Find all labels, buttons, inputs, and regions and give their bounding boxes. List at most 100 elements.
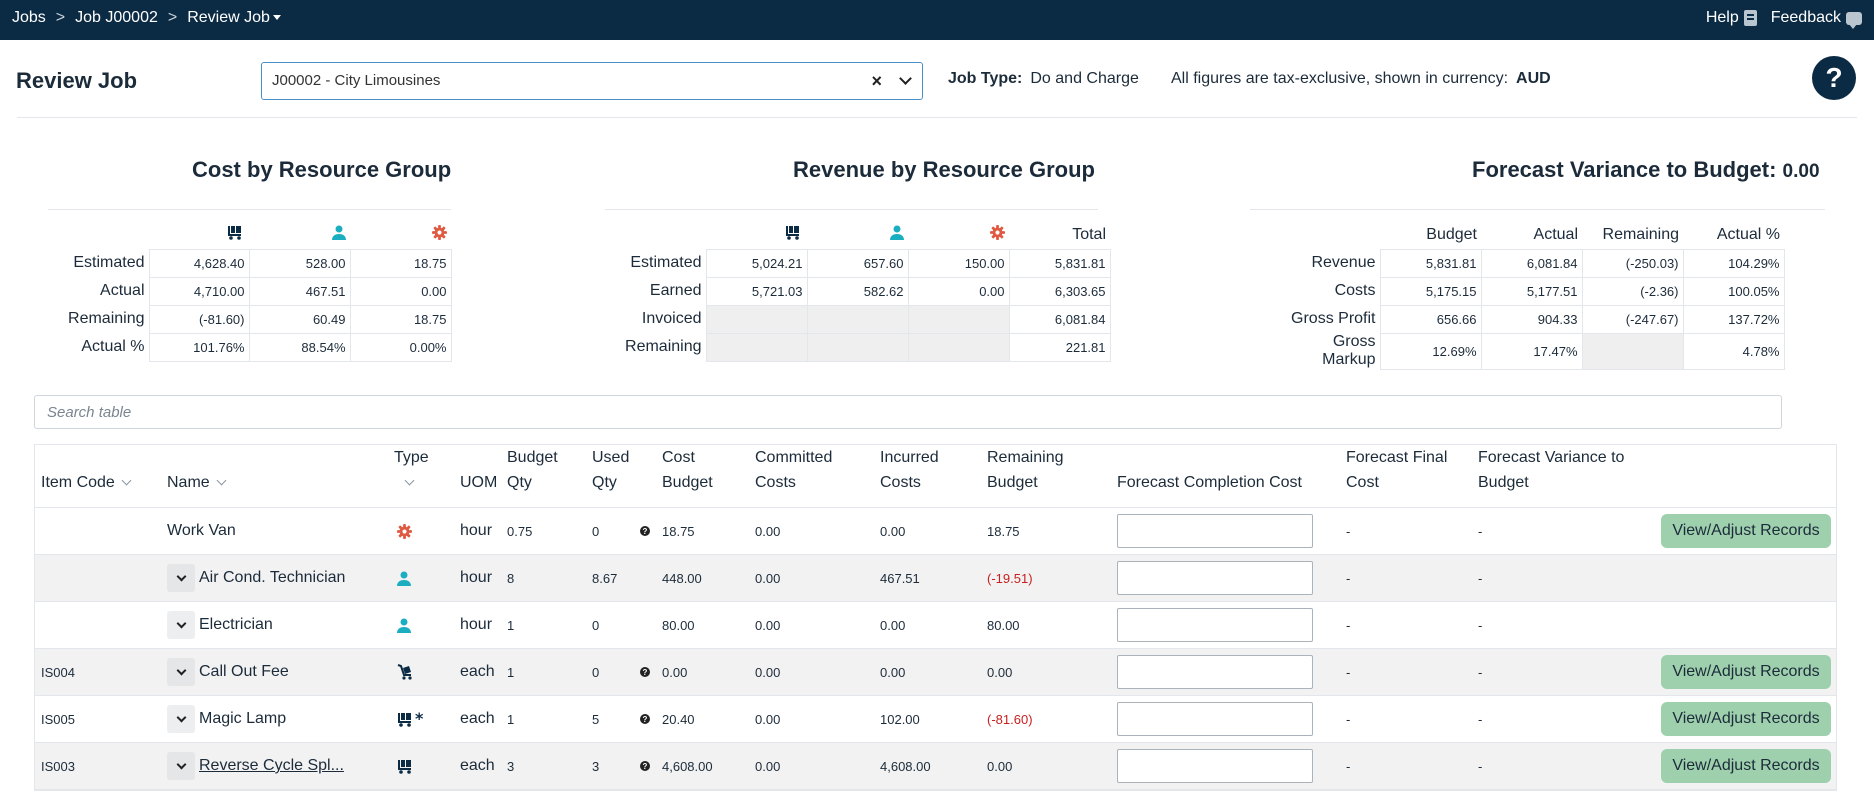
used-qty: 8.67: [592, 570, 618, 586]
summary-cell: 0.00: [907, 276, 1010, 306]
committed-costs: 0.00: [755, 711, 781, 727]
forecast-final-cost: -: [1346, 570, 1351, 586]
forecast-final-cost: -: [1346, 617, 1351, 633]
forecast-completion-input[interactable]: [1117, 514, 1313, 548]
chevron-down-icon: [176, 712, 186, 722]
header-cost-budget-line2: Budget: [662, 474, 713, 491]
view-adjust-cell: View/Adjust Records: [1661, 508, 1831, 554]
uom: hour: [460, 569, 493, 586]
view-adjust-records-button[interactable]: View/Adjust Records: [1661, 655, 1831, 689]
chevron-down-icon[interactable]: [899, 72, 912, 85]
forecast-summary-row: Gross Profit 656.66 904.33 (-247.67) 137.72%: [1280, 304, 1785, 334]
summary-cell: 0.00: [349, 276, 452, 306]
vehicle-icon: [227, 226, 245, 244]
budget-qty: 3: [507, 758, 515, 774]
summary-cell: 104.29%: [1682, 248, 1785, 278]
info-icon[interactable]: ?: [640, 649, 650, 695]
cost-summary-table: Estimated 4,628.40 528.00 18.75 Actual 4,710.…: [48, 221, 452, 362]
search-table-input[interactable]: [35, 396, 1781, 428]
chevron-down-icon: [176, 665, 186, 675]
header-forecast-final-line1: Forecast Final: [1346, 449, 1448, 466]
remaining-budget: (-81.60): [987, 711, 1033, 727]
name-cell: Call Out Fee: [167, 649, 289, 695]
header-name[interactable]: Name: [167, 470, 227, 495]
expand-row-button[interactable]: [167, 752, 195, 780]
row-label: Remaining: [68, 310, 145, 327]
expand-row-button[interactable]: [167, 658, 195, 686]
forecast-variance: -: [1478, 711, 1483, 727]
header-type[interactable]: Type: [394, 445, 429, 495]
job-select[interactable]: J00002 - City Limousines ×: [261, 62, 923, 100]
book-icon: [1743, 10, 1757, 26]
expand-row-button[interactable]: [167, 564, 195, 592]
forecast-completion-input[interactable]: [1117, 655, 1313, 689]
forecast-final-cost: -: [1346, 711, 1351, 727]
forecast-column-header: Budget: [1426, 225, 1477, 243]
budget-qty: 0.75: [507, 523, 533, 539]
incurred-costs: 4,608.00: [880, 758, 931, 774]
forecast-summary-row: Costs 5,175.15 5,177.51 (-2.36) 100.05%: [1280, 276, 1785, 306]
gear-icon: [432, 224, 447, 244]
expand-row-button[interactable]: [167, 705, 195, 733]
item-name: Work Van: [167, 522, 236, 539]
info-icon[interactable]: ?: [640, 743, 650, 789]
forecast-completion-input[interactable]: [1117, 561, 1313, 595]
header-name-label: Name: [167, 474, 210, 491]
summary-cell: 4.78%: [1682, 332, 1785, 370]
help-button[interactable]: ?: [1812, 56, 1856, 100]
uom: hour: [460, 522, 493, 539]
remaining-budget: 0.00: [987, 664, 1013, 680]
header-incurred-costs: Incurred Costs: [880, 445, 939, 495]
help-link[interactable]: Help: [1706, 9, 1757, 27]
feedback-link[interactable]: Feedback: [1770, 9, 1862, 29]
breadcrumb-job[interactable]: Job J00002: [75, 9, 158, 26]
item-name[interactable]: Reverse Cycle Spl...: [199, 757, 344, 774]
forecast-completion-input[interactable]: [1117, 749, 1313, 783]
remaining-budget: 0.00: [987, 758, 1013, 774]
forecast-completion-input[interactable]: [1117, 702, 1313, 736]
revenue-summary-table: Total Estimated 5,024.21 657.60 150.00 5,831…: [605, 221, 1111, 362]
revenue-summary-divider: [605, 209, 1098, 210]
sort-chevron-icon: [404, 475, 415, 486]
forecast-variance: -: [1478, 523, 1483, 539]
empty-cell: [1581, 332, 1684, 370]
vehicle-column-header: [706, 221, 807, 249]
header-remaining-budget: Remaining Budget: [987, 445, 1063, 495]
clear-selection-icon[interactable]: ×: [871, 71, 882, 91]
cost-budget: 0.00: [662, 664, 688, 680]
currency-note-text: All figures are tax-exclusive, shown in …: [1171, 70, 1509, 87]
breadcrumb-review-job[interactable]: Review Job: [187, 9, 281, 27]
header-item-code[interactable]: Item Code: [41, 470, 132, 495]
breadcrumb-separator: >: [55, 9, 66, 26]
forecast-completion-input[interactable]: [1117, 608, 1313, 642]
cost-budget: 18.75: [662, 523, 695, 539]
breadcrumb-jobs[interactable]: Jobs: [12, 9, 46, 26]
incurred-costs: 467.51: [880, 570, 920, 586]
name-cell: Electrician: [167, 602, 273, 648]
header-type-label: Type: [394, 449, 429, 466]
cost-budget: 448.00: [662, 570, 702, 586]
person-icon: [332, 225, 346, 244]
view-adjust-records-button[interactable]: View/Adjust Records: [1661, 749, 1831, 783]
table-row: IS003 Reverse Cycle Spl... each 3 3? 4,608.00…: [35, 743, 1836, 790]
view-adjust-records-button[interactable]: View/Adjust Records: [1661, 702, 1831, 736]
header-committed-line2: Costs: [755, 474, 796, 491]
info-icon[interactable]: ?: [640, 508, 650, 554]
person-icon: [890, 225, 904, 244]
header-used-qty-line1: Used: [592, 449, 630, 466]
name-cell: Magic Lamp: [167, 696, 286, 742]
feedback-label: Feedback: [1770, 9, 1841, 26]
summary-cell: 100.05%: [1682, 276, 1785, 306]
name-cell: Air Cond. Technician: [167, 555, 345, 601]
cost-budget: 80.00: [662, 617, 695, 633]
view-adjust-records-button[interactable]: View/Adjust Records: [1661, 514, 1831, 548]
expand-row-button[interactable]: [167, 611, 195, 639]
table-row: IS004 Call Out Fee each 1 0? 0.00 0.00 0.00 0.00…: [35, 649, 1836, 696]
item-name: Magic Lamp: [199, 710, 287, 727]
summary-cell: 4,710.00: [148, 276, 250, 306]
header-budget-qty-line1: Budget: [507, 449, 558, 466]
row-label: Costs: [1334, 282, 1376, 299]
info-icon[interactable]: ?: [640, 696, 650, 742]
header-forecast-final-line2: Cost: [1346, 474, 1379, 491]
forecast-column-header: Actual: [1533, 225, 1578, 243]
